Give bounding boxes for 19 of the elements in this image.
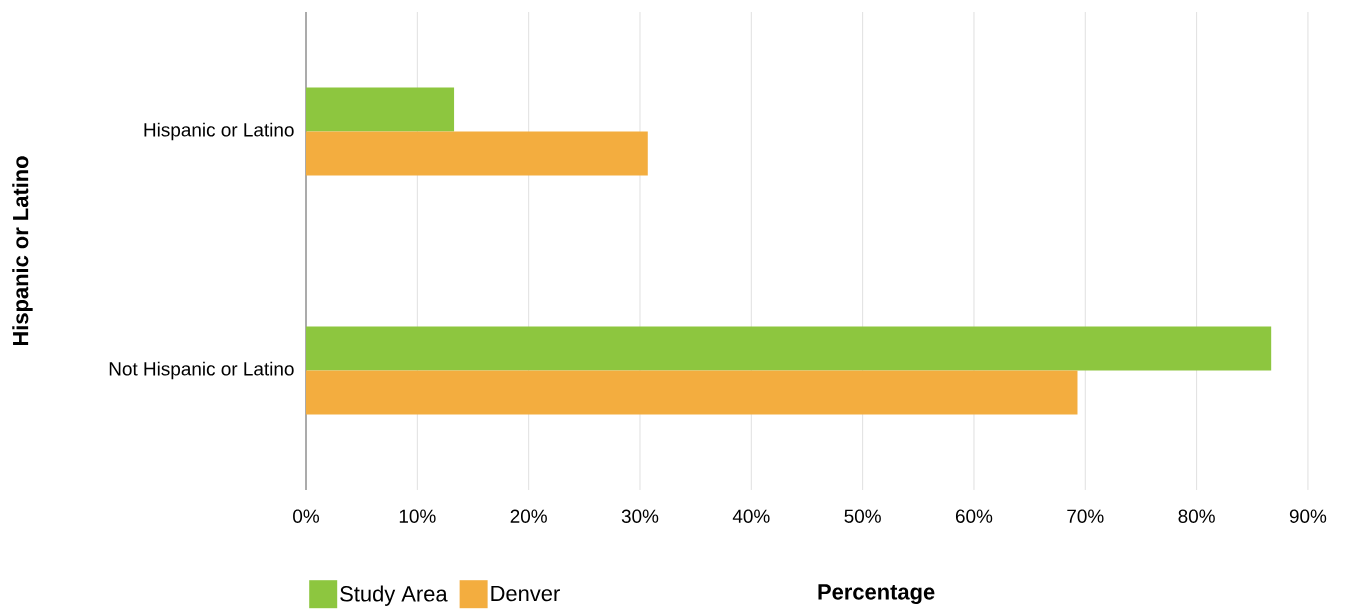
legend-label: Denver <box>491 585 560 602</box>
x-tick-label: 60% <box>955 509 993 523</box>
x-tick-label: 70% <box>1067 509 1104 523</box>
x-tick-label: 20% <box>510 509 547 523</box>
x-tick-label: 50% <box>844 509 881 523</box>
x-tick-label: 90% <box>1289 509 1327 523</box>
x-axis-title: Percentage <box>818 584 935 604</box>
x-tick-label: 10% <box>399 509 436 523</box>
bar <box>306 87 455 132</box>
x-tick-label: 30% <box>621 509 659 523</box>
bar <box>306 326 1272 371</box>
y-tick-label: Not Hispanic or Latino <box>109 361 294 380</box>
x-tick-label: 80% <box>1178 509 1215 523</box>
bar <box>306 131 648 176</box>
x-tick-label: 40% <box>732 509 770 523</box>
x-tick-label: 0% <box>293 509 320 523</box>
bar <box>306 370 1078 415</box>
y-axis-title: Hispanic or Latino <box>12 156 33 346</box>
legend-label: Study Area <box>340 585 448 606</box>
